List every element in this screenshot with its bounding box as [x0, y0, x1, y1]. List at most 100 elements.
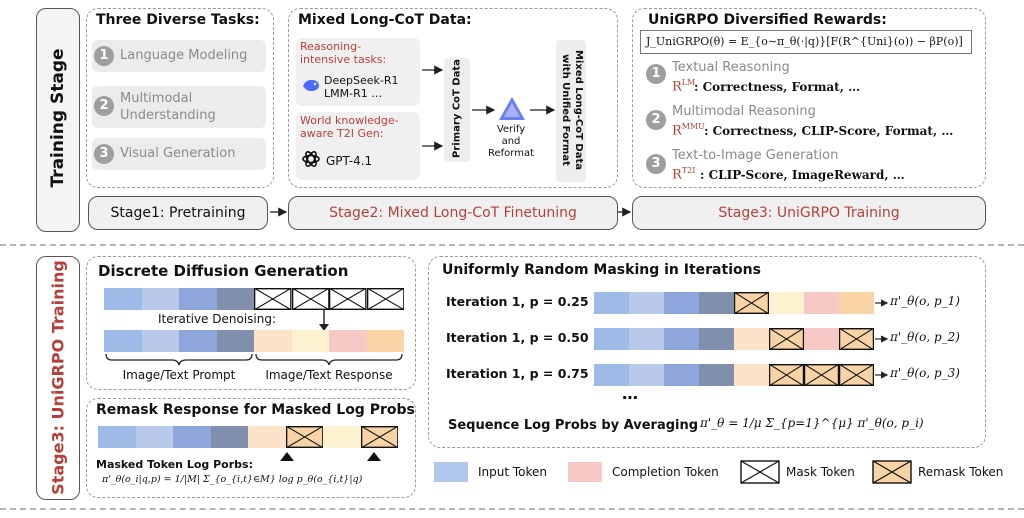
completion-token	[769, 292, 804, 314]
masking-title: Uniformly Random Masking in Iterations	[442, 262, 761, 278]
legend-completion-swatch	[568, 462, 602, 482]
diffusion-title: Discrete Diffusion Generation	[98, 262, 349, 280]
mixed-data-arrows	[422, 65, 556, 151]
task-1-box	[92, 40, 266, 72]
stage2-label: Stage2: Mixed Long-CoT Finetuning	[329, 205, 577, 221]
iter-2-tokens	[594, 328, 874, 350]
reward-3-symbol: RT2I	[672, 166, 696, 183]
task-3-box	[92, 138, 266, 170]
mixed-out-box	[556, 40, 586, 182]
iter-2-output: π'_θ(o, p_2)	[890, 330, 960, 344]
reward-1-name: Textual Reasoning	[672, 60, 790, 75]
input-token	[594, 292, 629, 314]
training-stage-label-box	[36, 8, 80, 232]
completion-token	[804, 292, 839, 314]
mask-token	[329, 288, 367, 310]
world-model: GPT-4.1	[326, 154, 373, 168]
response-label: Image/Text Response	[265, 368, 393, 382]
mixed-data-title: Mixed Long-CoT Data:	[298, 12, 472, 28]
reward-1-number: 1	[646, 64, 666, 84]
task-1-label: Language Modeling	[120, 48, 248, 63]
input-token	[664, 292, 699, 314]
input-token	[594, 364, 629, 386]
primary-cot-box	[444, 58, 470, 162]
completion-token	[734, 364, 769, 386]
reward-3-number: 3	[646, 154, 666, 174]
world-label: World knowledge-aware T2I Gen:	[300, 114, 399, 140]
input-token	[141, 288, 179, 310]
completion-token	[291, 330, 329, 352]
legend-mask-swatch	[740, 460, 780, 484]
mask-token	[291, 288, 329, 310]
stage3-side-label: Stage3: UniGRPO Training	[48, 260, 68, 495]
remask-row	[98, 426, 398, 448]
remask-token	[769, 328, 804, 350]
input-token	[104, 330, 142, 352]
mask-token	[366, 288, 404, 310]
iter-1-tokens	[594, 292, 874, 314]
input-token	[173, 426, 211, 448]
iter-3-tokens	[594, 364, 874, 386]
reward-2-number: 2	[646, 110, 666, 130]
legend-input-label: Input Token	[478, 465, 548, 479]
input-token	[216, 330, 254, 352]
denoise-arrow	[319, 310, 329, 331]
openai-icon	[302, 151, 320, 167]
input-token	[104, 288, 142, 310]
reasoning-box	[296, 38, 420, 106]
task-2-number: 2	[94, 96, 114, 116]
iter-3-label: Iteration 1, p = 0.75	[446, 366, 589, 381]
legend-remask-label: Remask Token	[918, 465, 1004, 479]
input-token	[594, 328, 629, 350]
completion-token	[254, 330, 292, 352]
remask-caption: Masked Token Log Porbs:	[96, 458, 253, 471]
input-token	[216, 288, 254, 310]
remask-title: Remask Response for Masked Log Probs	[96, 402, 415, 418]
completion-token	[366, 330, 404, 352]
task-1-number: 1	[94, 46, 114, 66]
input-token	[179, 330, 217, 352]
input-token	[210, 426, 248, 448]
remask-formula: π'_θ(o_i|q,p) = 1/|M| Σ_{o_{i,t}∈M} log …	[102, 474, 363, 485]
reward-2-desc: : Correctness, CLIP-Score, Format, …	[704, 124, 954, 138]
tasks-title: Three Diverse Tasks:	[96, 12, 260, 28]
verify-label: Verify and Reformat	[487, 124, 534, 159]
input-token	[135, 426, 173, 448]
stage3-side-label-box	[36, 256, 80, 500]
diffusion-panel	[86, 256, 416, 390]
task-2-label: Multimodal Understanding	[120, 91, 216, 123]
stage3-label: Stage3: UniGRPO Training	[718, 205, 900, 221]
completion-token	[329, 330, 367, 352]
remask-token	[804, 364, 839, 386]
input-token	[699, 328, 734, 350]
averaging-label: Sequence Log Probs by Averaging	[448, 418, 699, 433]
stage3-box	[632, 196, 986, 230]
legend-input-swatch	[434, 462, 468, 482]
iter-1-output: π'_θ(o, p_1)	[890, 294, 960, 308]
input-token	[629, 364, 664, 386]
verify-logo-icon	[499, 97, 525, 120]
remask-token	[360, 426, 398, 448]
stage1-box	[88, 196, 268, 230]
reward-1-desc: : Correctness, Format, …	[694, 80, 861, 94]
completion-token	[734, 328, 769, 350]
averaging-formula: π'_θ = 1/μ Σ_{p=1}^{μ} π'_θ(o, p_i)	[700, 416, 924, 430]
completion-token	[804, 328, 839, 350]
stage-arrows	[270, 207, 632, 217]
stage1-label: Stage1: Pretraining	[110, 205, 246, 221]
input-token	[699, 292, 734, 314]
legend-completion-label: Completion Token	[612, 465, 719, 479]
reward-3-desc: : CLIP-Score, ImageReward, …	[700, 168, 905, 182]
remask-token	[769, 364, 804, 386]
completion-token	[248, 426, 286, 448]
reasoning-label: Reasoning-intensive tasks:	[300, 40, 387, 66]
training-stage-label: Training Stage	[48, 48, 68, 188]
remask-token	[839, 328, 874, 350]
tasks-panel	[86, 8, 274, 188]
input-token	[629, 292, 664, 314]
rewards-formula: J_UniGRPO(θ) = E_{o∼π_θ(·|q)}[F(R^{Uni}(…	[640, 30, 972, 54]
iter-3-output: π'_θ(o, p_3)	[890, 366, 960, 380]
reward-3-name: Text-to-Image Generation	[672, 148, 839, 163]
legend-mask-label: Mask Token	[786, 465, 855, 479]
task-3-number: 3	[94, 144, 114, 164]
